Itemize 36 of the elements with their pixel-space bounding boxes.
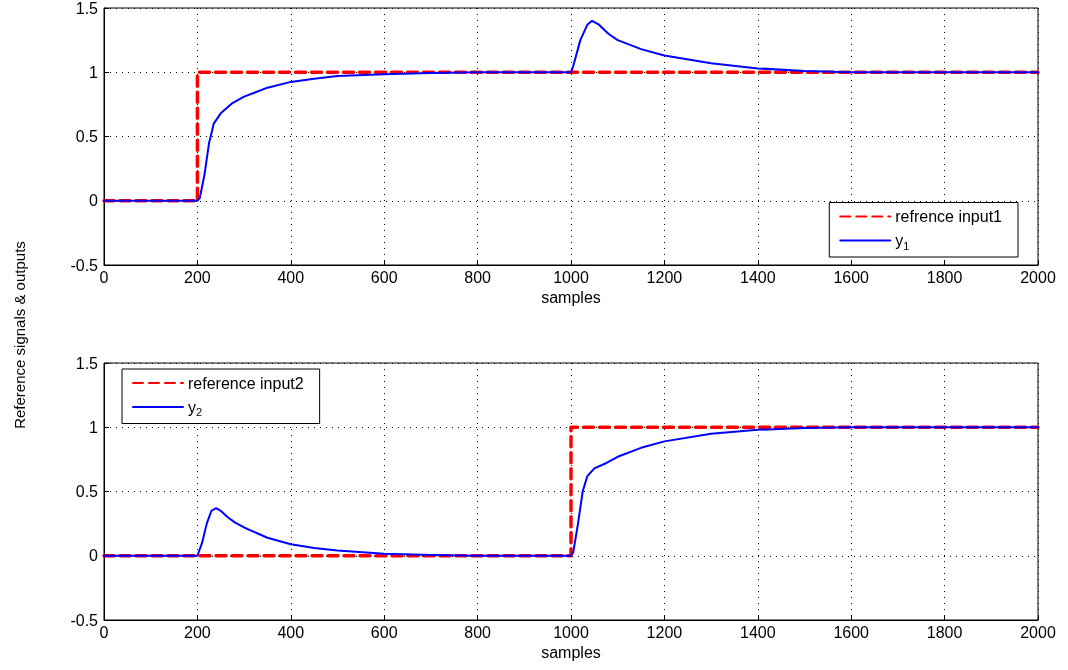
x-tick-label: 1800 <box>926 623 963 641</box>
y-tick-label: -0.5 <box>70 611 99 629</box>
x-tick-label: 1400 <box>740 268 776 286</box>
x-axis-title: samples <box>541 289 601 307</box>
y-tick-label: 1 <box>89 63 99 81</box>
x-tick-label: 1600 <box>833 623 870 641</box>
y-axis-title: Reference signals & outputs <box>10 241 28 429</box>
x-tick-label: 600 <box>370 268 398 286</box>
legend-label: reference input2 <box>188 374 304 392</box>
line-series <box>103 19 1039 202</box>
x-tick-label: 1400 <box>740 623 776 641</box>
y-tick-label: 1.5 <box>75 354 99 372</box>
y-tick-label: 0.5 <box>75 483 99 500</box>
x-tick-label: 200 <box>184 623 211 641</box>
x-tick-label: 600 <box>370 623 398 641</box>
x-axis-title: samples <box>541 644 601 662</box>
x-tick-label: 1000 <box>553 268 589 286</box>
x-tick-label: 400 <box>277 623 305 641</box>
x-tick-label: 800 <box>464 268 492 286</box>
x-tick-label: 1800 <box>926 268 963 286</box>
x-tick-label: 2000 <box>1020 623 1056 641</box>
x-tick-label: 1200 <box>646 268 683 286</box>
x-tick-label: 800 <box>464 623 492 641</box>
x-tick-label: 1600 <box>833 268 870 286</box>
y-tick-label: 1 <box>89 418 99 436</box>
legend-label: refrence input1 <box>895 208 1003 225</box>
x-tick-label: 2000 <box>1020 268 1056 286</box>
y-tick-label: -0.5 <box>70 256 99 274</box>
x-tick-label: 1200 <box>646 623 683 641</box>
y-tick-label: 0.5 <box>75 128 99 145</box>
y-tick-label: 1.5 <box>75 0 99 17</box>
y-tick-label: 0 <box>89 192 99 210</box>
x-tick-label: 400 <box>277 268 305 286</box>
y-tick-label: 0 <box>89 547 99 565</box>
x-tick-label: 1000 <box>553 623 589 641</box>
x-tick-label: 200 <box>184 268 211 286</box>
